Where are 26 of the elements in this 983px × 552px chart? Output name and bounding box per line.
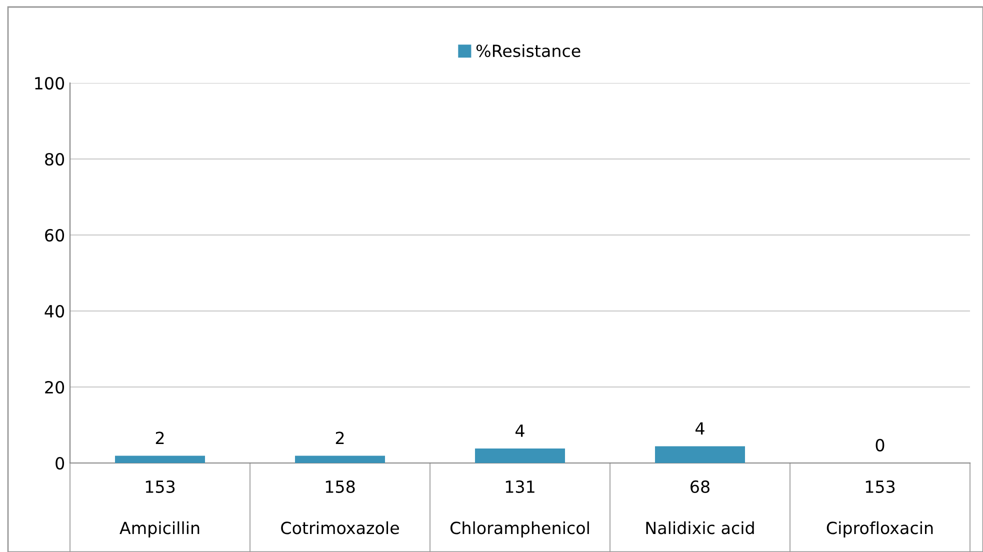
text: 158	[326, 480, 355, 493]
text: 68	[690, 480, 710, 493]
bar	[295, 456, 385, 463]
legend-label: %Resistance	[476, 44, 580, 58]
y-tick-label: 80	[45, 152, 64, 166]
text: 153	[146, 480, 175, 493]
y-tick-label: 20	[45, 380, 64, 394]
y-tick-label: 100	[35, 76, 64, 90]
x-tick-label: Nalidixic acid	[646, 521, 754, 534]
x-tick-label: Cotrimoxazole	[281, 521, 399, 534]
y-tick-label: 40	[44, 304, 64, 318]
y-tick-label: 0	[56, 456, 64, 470]
data-label: 4	[516, 424, 524, 437]
x-tick-label: Ciprofloxacin	[826, 521, 933, 538]
data-label: 2	[156, 432, 164, 444]
x-tick-label: Chloramphenicol	[450, 521, 589, 538]
text: 131	[506, 480, 534, 493]
y-tick-label: 60	[45, 228, 64, 242]
bar	[475, 448, 565, 463]
text: 153	[866, 480, 895, 493]
data-label: 4	[696, 422, 704, 434]
bar	[115, 456, 205, 463]
x-tick-label: Ampicillin	[120, 521, 200, 538]
data-label: 2	[336, 432, 344, 444]
bar	[655, 446, 745, 463]
data-label: 0	[876, 438, 884, 452]
